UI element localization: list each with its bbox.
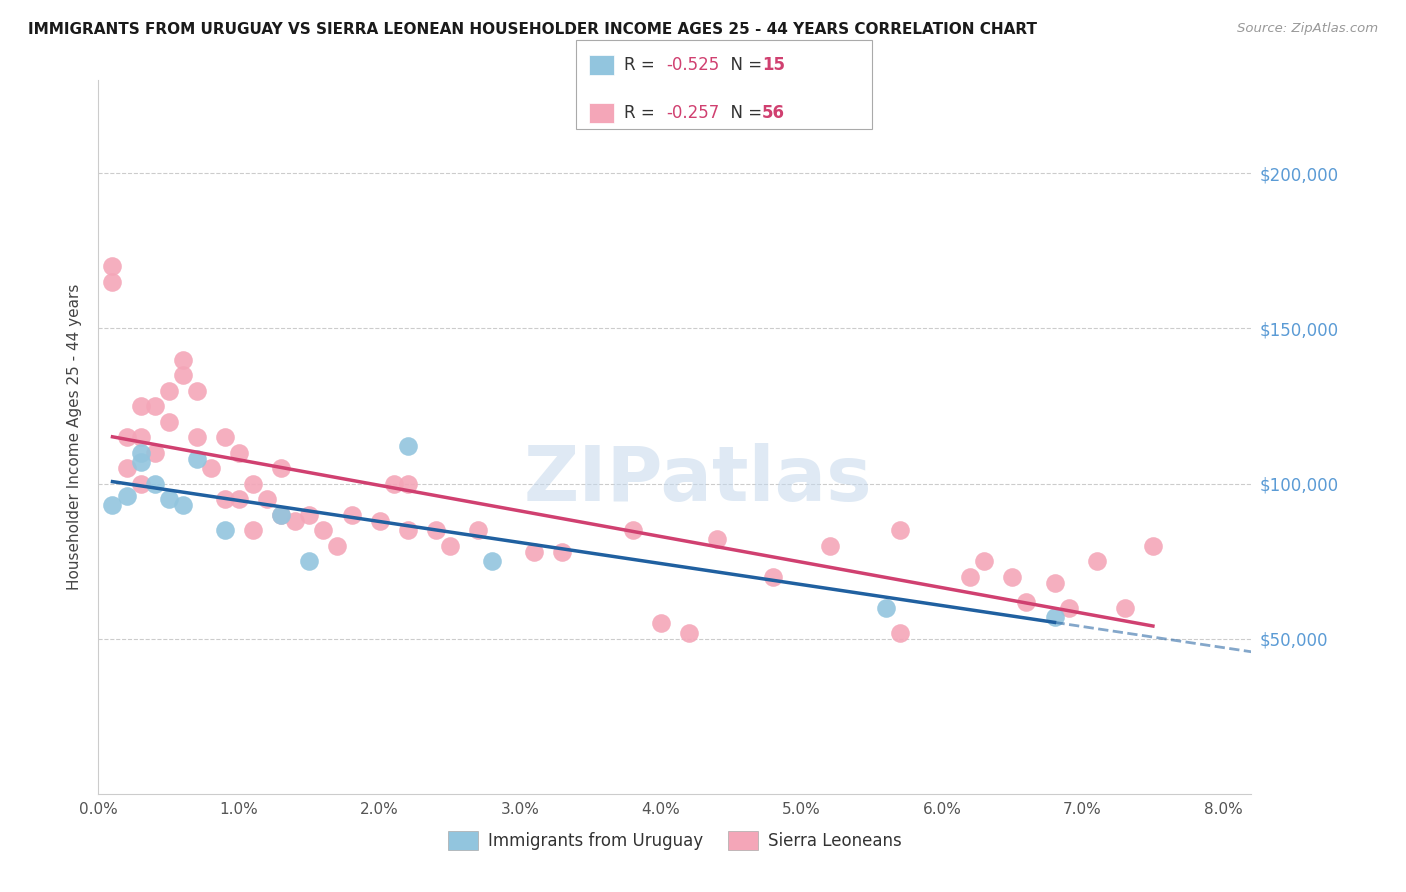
Text: -0.525: -0.525 [666, 56, 720, 74]
Text: -0.257: -0.257 [666, 104, 720, 122]
Point [101, 499, 124, 513]
Text: N =: N = [720, 104, 768, 122]
Point [298, 554, 321, 568]
Point [200, 461, 222, 475]
Point [312, 523, 335, 537]
Point [101, 275, 124, 289]
Point [621, 523, 644, 537]
Point [481, 554, 503, 568]
Point [115, 461, 138, 475]
Text: R =: R = [624, 104, 661, 122]
Point [1043, 610, 1066, 624]
Text: R =: R = [624, 56, 661, 74]
Point [551, 545, 574, 559]
Text: Source: ZipAtlas.com: Source: ZipAtlas.com [1237, 22, 1378, 36]
Point [129, 476, 152, 491]
Point [1015, 594, 1038, 608]
Point [172, 499, 194, 513]
Point [425, 523, 447, 537]
Point [228, 445, 250, 459]
Point [256, 492, 278, 507]
Point [157, 492, 180, 507]
Point [143, 476, 166, 491]
Point [143, 445, 166, 459]
Point [115, 430, 138, 444]
Point [875, 600, 897, 615]
Point [143, 399, 166, 413]
Text: 15: 15 [762, 56, 785, 74]
Text: IMMIGRANTS FROM URUGUAY VS SIERRA LEONEAN HOUSEHOLDER INCOME AGES 25 - 44 YEARS : IMMIGRANTS FROM URUGUAY VS SIERRA LEONEA… [28, 22, 1038, 37]
Y-axis label: Householder Income Ages 25 - 44 years: Householder Income Ages 25 - 44 years [67, 284, 83, 591]
Legend: Immigrants from Uruguay, Sierra Leoneans: Immigrants from Uruguay, Sierra Leoneans [441, 824, 908, 857]
Point [889, 523, 911, 537]
Point [439, 539, 461, 553]
Point [186, 384, 208, 398]
Point [284, 514, 307, 528]
Point [1142, 539, 1164, 553]
Point [129, 399, 152, 413]
Point [396, 523, 419, 537]
Point [1114, 600, 1136, 615]
Point [706, 533, 728, 547]
Point [242, 476, 264, 491]
Point [214, 523, 236, 537]
Point [270, 508, 292, 522]
Point [396, 439, 419, 453]
Point [242, 523, 264, 537]
Text: ZIPatlas: ZIPatlas [523, 443, 872, 516]
Point [270, 508, 292, 522]
Point [1043, 575, 1066, 590]
Point [228, 492, 250, 507]
Point [650, 616, 672, 631]
Point [129, 445, 152, 459]
Point [326, 539, 349, 553]
Point [396, 476, 419, 491]
Point [762, 570, 785, 584]
Point [172, 352, 194, 367]
Point [270, 461, 292, 475]
Point [298, 508, 321, 522]
Point [467, 523, 489, 537]
Point [1085, 554, 1108, 568]
Point [523, 545, 546, 559]
Point [678, 625, 700, 640]
Point [186, 430, 208, 444]
Point [214, 430, 236, 444]
Point [157, 415, 180, 429]
Text: N =: N = [720, 56, 768, 74]
Point [129, 455, 152, 469]
Text: 56: 56 [762, 104, 785, 122]
Point [959, 570, 981, 584]
Point [115, 489, 138, 503]
Point [129, 430, 152, 444]
Point [340, 508, 363, 522]
Point [382, 476, 405, 491]
Point [1057, 600, 1080, 615]
Point [186, 451, 208, 466]
Point [818, 539, 841, 553]
Point [973, 554, 995, 568]
Point [214, 492, 236, 507]
Point [157, 384, 180, 398]
Point [368, 514, 391, 528]
Point [101, 260, 124, 274]
Point [1001, 570, 1024, 584]
Point [172, 368, 194, 382]
Point [889, 625, 911, 640]
